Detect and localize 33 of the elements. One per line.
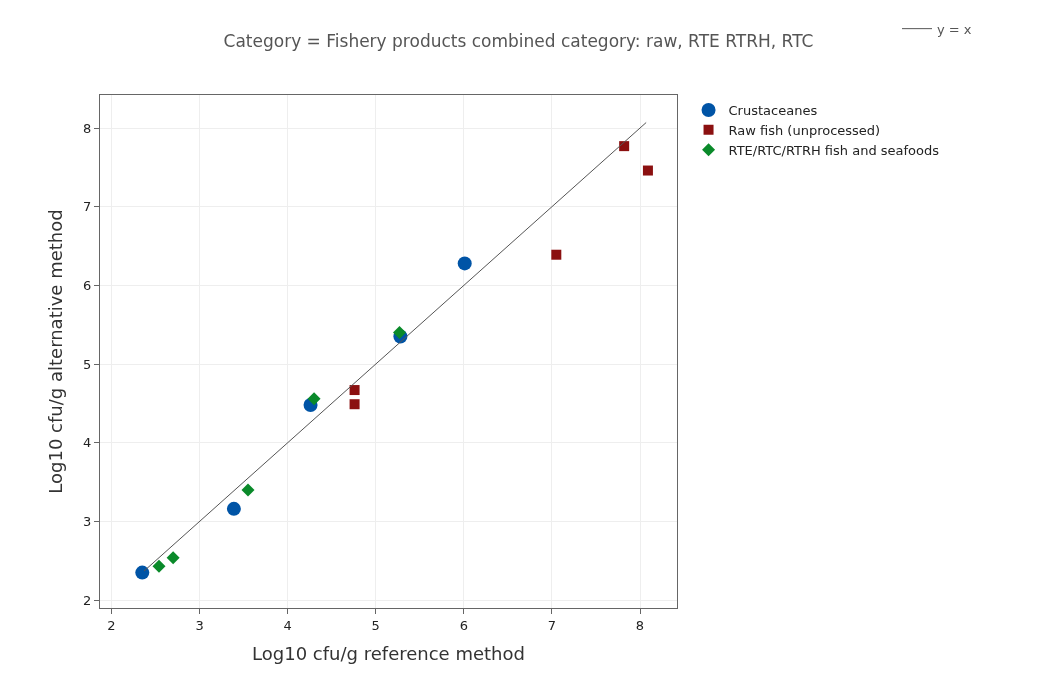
legend-label: y = x — [937, 21, 972, 37]
y-tick-label: 8 — [83, 120, 92, 136]
y-tick-label: 4 — [83, 435, 92, 451]
chart-title: Category = Fishery products combined category: raw, RTE RTRH, RTC — [223, 30, 814, 51]
point — [349, 399, 360, 410]
point — [135, 565, 150, 580]
x-tick-label: 6 — [459, 617, 468, 633]
x-tick-label: 3 — [195, 617, 204, 633]
legend-label: RTE/RTC/RTRH fish and seafoods — [728, 142, 940, 158]
point — [551, 249, 562, 260]
x-tick-label: 4 — [283, 617, 292, 633]
point — [152, 559, 166, 573]
point — [166, 551, 180, 565]
x-tick-label: 2 — [107, 617, 116, 633]
y-tick-label: 2 — [83, 592, 92, 608]
x-axis-title: Log10 cfu/g reference method — [252, 642, 525, 664]
y-tick-label: 7 — [83, 199, 92, 215]
x-tick-label: 8 — [635, 617, 645, 633]
point — [307, 392, 321, 406]
point — [642, 165, 653, 176]
point — [349, 385, 360, 396]
x-tick-label: 5 — [371, 617, 380, 633]
y-tick-label: 5 — [83, 356, 92, 372]
point — [226, 501, 241, 516]
point — [241, 483, 255, 497]
legend-label: Raw fish (unprocessed) — [728, 122, 881, 138]
x-tick-label: 7 — [547, 617, 557, 633]
y-axis-title: Log10 cfu/g alternative method — [45, 209, 67, 494]
point — [457, 256, 472, 271]
y-tick-label: 3 — [83, 514, 92, 529]
legend-label: Crustaceanes — [728, 103, 818, 119]
y-tick-label: 6 — [83, 277, 92, 293]
point — [393, 326, 407, 340]
